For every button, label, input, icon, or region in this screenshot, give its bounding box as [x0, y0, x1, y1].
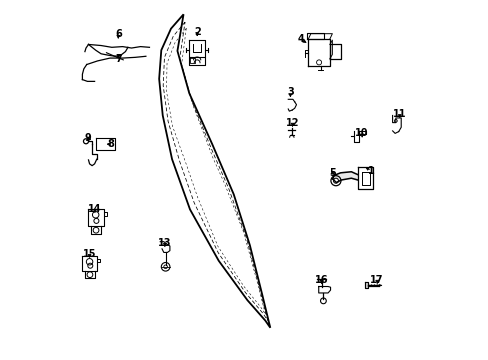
Text: 7: 7: [115, 54, 122, 64]
Text: 6: 6: [115, 30, 122, 39]
Polygon shape: [364, 282, 367, 288]
Text: 9: 9: [84, 134, 91, 143]
Text: 11: 11: [392, 109, 406, 119]
Text: 5: 5: [328, 168, 335, 178]
Text: 16: 16: [314, 275, 327, 285]
Text: 17: 17: [370, 275, 383, 285]
Text: 3: 3: [286, 87, 293, 97]
Text: 15: 15: [82, 248, 96, 258]
Text: 10: 10: [355, 129, 368, 138]
Text: 12: 12: [285, 118, 299, 128]
Text: 14: 14: [88, 204, 102, 214]
Text: 1: 1: [367, 166, 374, 176]
Text: 13: 13: [158, 238, 171, 248]
Circle shape: [333, 178, 338, 183]
Text: 4: 4: [297, 35, 304, 44]
Text: 8: 8: [107, 139, 114, 149]
Polygon shape: [332, 172, 357, 183]
Text: 2: 2: [193, 27, 200, 37]
